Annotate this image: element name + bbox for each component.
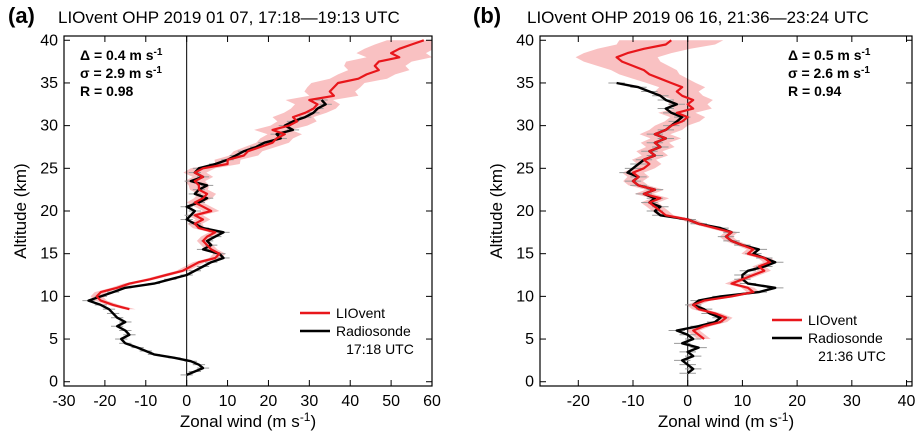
x-tick-label: 30 bbox=[843, 393, 861, 410]
x-axis-label-end: ) bbox=[310, 412, 316, 431]
stat-text: σ = 2.9 m s bbox=[80, 65, 153, 81]
y-tick-label: 35 bbox=[516, 75, 534, 92]
x-tick-label: -10 bbox=[134, 393, 157, 410]
y-tick-label: 10 bbox=[516, 288, 534, 305]
y-tick-label: 25 bbox=[516, 160, 534, 177]
legend-label: Radiosonde bbox=[808, 330, 883, 346]
liovent-uncertainty-band bbox=[575, 40, 777, 340]
stat-sup: -1 bbox=[154, 47, 163, 58]
stat-text: Δ = 0.5 m s bbox=[788, 47, 862, 63]
panel-b: (b) LIOvent OHP 2019 06 16, 21:36—23:24 U… bbox=[473, 3, 916, 431]
y-tick-label: 40 bbox=[40, 32, 58, 49]
legend-label: Radiosonde bbox=[336, 323, 411, 339]
stat-line: Δ = 0.5 m s-1 bbox=[788, 47, 871, 63]
stat-sup: -1 bbox=[153, 65, 162, 76]
y-tick-label: 20 bbox=[40, 203, 58, 220]
radiosonde-line bbox=[87, 99, 327, 377]
stat-sup: -1 bbox=[862, 47, 871, 58]
x-axis-label-text: Zonal wind (m s bbox=[658, 412, 778, 431]
chart-title: LIOvent OHP 2019 01 07, 17:18—19:13 UTC bbox=[58, 8, 400, 27]
liovent-line bbox=[615, 39, 771, 340]
panel-letter: (b) bbox=[473, 3, 501, 28]
y-tick-label: 5 bbox=[49, 331, 58, 348]
y-tick-label: 35 bbox=[40, 75, 58, 92]
y-tick-label: 10 bbox=[40, 288, 58, 305]
y-tick-label: 40 bbox=[516, 32, 534, 49]
stat-text: R = 0.98 bbox=[80, 83, 134, 99]
x-tick-label: 20 bbox=[260, 393, 278, 410]
stat-line: σ = 2.6 m s-1 bbox=[788, 65, 870, 81]
y-tick-label: 30 bbox=[40, 118, 58, 135]
y-tick-label: 5 bbox=[525, 331, 534, 348]
y-tick-label: 0 bbox=[525, 374, 534, 391]
plot-area bbox=[575, 36, 784, 386]
legend-label: LIOvent bbox=[808, 312, 857, 328]
y-tick-label: 15 bbox=[516, 246, 534, 263]
x-tick-label: 0 bbox=[683, 393, 692, 410]
stat-sup: -1 bbox=[861, 65, 870, 76]
x-tick-label: -10 bbox=[621, 393, 644, 410]
x-axis-label: Zonal wind (m s-1) bbox=[658, 410, 794, 431]
stat-line: R = 0.98 bbox=[80, 83, 134, 99]
legend-sublabel: 17:18 UTC bbox=[346, 341, 414, 357]
x-axis-label-text: Zonal wind (m s bbox=[180, 412, 300, 431]
x-axis-label: Zonal wind (m s-1) bbox=[180, 410, 316, 431]
x-tick-label: 20 bbox=[788, 393, 806, 410]
x-tick-label: 0 bbox=[182, 393, 191, 410]
x-tick-label: 40 bbox=[341, 393, 359, 410]
liovent-line bbox=[95, 39, 425, 311]
y-tick-label: 25 bbox=[40, 160, 58, 177]
stat-text: σ = 2.6 m s bbox=[788, 65, 861, 81]
y-tick-label: 30 bbox=[516, 118, 534, 135]
x-tick-label: -20 bbox=[567, 393, 590, 410]
x-tick-label: -30 bbox=[52, 393, 75, 410]
x-tick-label: 50 bbox=[382, 393, 400, 410]
x-axis-label-sup: -1 bbox=[300, 410, 311, 424]
x-axis-label-end: ) bbox=[788, 412, 794, 431]
y-axis-label: Altitude (km) bbox=[487, 163, 506, 258]
stat-text: Δ = 0.4 m s bbox=[80, 47, 154, 63]
y-tick-label: 20 bbox=[516, 203, 534, 220]
y-axis-label: Altitude (km) bbox=[11, 163, 30, 258]
x-tick-label: 60 bbox=[423, 393, 441, 410]
panel-letter: (a) bbox=[8, 3, 35, 28]
x-tick-label: 40 bbox=[898, 393, 916, 410]
plot-area bbox=[82, 36, 432, 386]
liovent-uncertainty-band bbox=[90, 40, 432, 310]
x-tick-label: 30 bbox=[300, 393, 318, 410]
x-tick-label: 10 bbox=[734, 393, 752, 410]
x-tick-label: 10 bbox=[219, 393, 237, 410]
chart-title: LIOvent OHP 2019 06 16, 21:36—23:24 UTC bbox=[527, 8, 869, 27]
y-tick-label: 15 bbox=[40, 246, 58, 263]
stat-line: R = 0.94 bbox=[788, 83, 842, 99]
y-tick-label: 0 bbox=[49, 374, 58, 391]
legend-label: LIOvent bbox=[336, 305, 385, 321]
x-tick-label: -20 bbox=[93, 393, 116, 410]
x-axis-label-sup: -1 bbox=[778, 410, 789, 424]
legend-sublabel: 21:36 UTC bbox=[818, 348, 886, 364]
stat-text: R = 0.94 bbox=[788, 83, 842, 99]
stat-line: Δ = 0.4 m s-1 bbox=[80, 47, 163, 63]
panel-a: (a) LIOvent OHP 2019 01 07, 17:18—19:13 U… bbox=[8, 3, 441, 431]
stat-line: σ = 2.9 m s-1 bbox=[80, 65, 162, 81]
